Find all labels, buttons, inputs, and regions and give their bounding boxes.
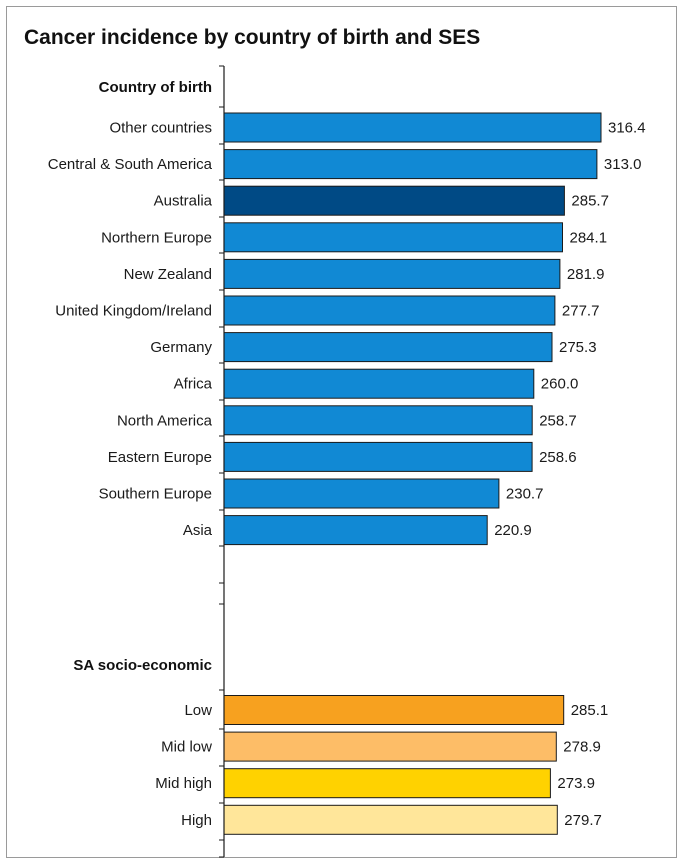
category-label: Northern Europe xyxy=(101,229,212,246)
value-label: 313.0 xyxy=(604,156,642,173)
category-label: Asia xyxy=(183,522,213,539)
category-label: Central & South America xyxy=(48,156,213,173)
category-label: Southern Europe xyxy=(99,486,212,503)
category-label: North America xyxy=(117,412,213,429)
value-label: 279.7 xyxy=(564,812,602,829)
bar xyxy=(223,804,558,835)
value-label: 230.7 xyxy=(506,486,544,503)
value-label: 275.3 xyxy=(559,339,597,356)
value-label: 273.9 xyxy=(557,775,595,792)
bar xyxy=(223,405,533,436)
bar xyxy=(223,768,551,799)
category-label: Mid low xyxy=(161,739,212,756)
value-label: 258.6 xyxy=(539,449,577,466)
value-label: 278.9 xyxy=(563,739,601,756)
bar xyxy=(223,258,561,289)
bar xyxy=(223,222,563,253)
chart-title: Cancer incidence by country of birth and… xyxy=(24,26,481,49)
value-label: 281.9 xyxy=(567,266,605,283)
category-label: Africa xyxy=(174,376,213,393)
bar xyxy=(223,185,565,216)
category-label: New Zealand xyxy=(124,266,212,283)
category-label: Eastern Europe xyxy=(108,449,212,466)
bar xyxy=(223,731,557,762)
value-label: 316.4 xyxy=(608,120,646,137)
value-label: 260.0 xyxy=(541,376,579,393)
value-label: 220.9 xyxy=(494,522,532,539)
category-label: Low xyxy=(184,702,212,719)
bar xyxy=(223,295,556,326)
category-label: Mid high xyxy=(155,775,212,792)
group-label: Country of birth xyxy=(99,79,212,96)
value-label: 277.7 xyxy=(562,303,600,320)
category-label: Germany xyxy=(150,339,212,356)
value-label: 285.1 xyxy=(571,702,609,719)
bar xyxy=(223,149,598,180)
bar xyxy=(223,441,533,472)
bar xyxy=(223,695,565,725)
bar xyxy=(223,368,535,399)
category-label: Australia xyxy=(154,193,213,210)
value-label: 258.7 xyxy=(539,412,577,429)
bar xyxy=(223,478,500,509)
value-label: 285.7 xyxy=(571,193,609,210)
bar xyxy=(223,112,602,143)
bar xyxy=(223,515,488,546)
value-label: 284.1 xyxy=(570,229,608,246)
group-label: SA socio-economic xyxy=(73,657,212,674)
category-label: High xyxy=(181,812,212,829)
category-label: United Kingdom/Ireland xyxy=(55,303,212,320)
bar xyxy=(223,332,553,363)
category-label: Other countries xyxy=(109,120,212,137)
